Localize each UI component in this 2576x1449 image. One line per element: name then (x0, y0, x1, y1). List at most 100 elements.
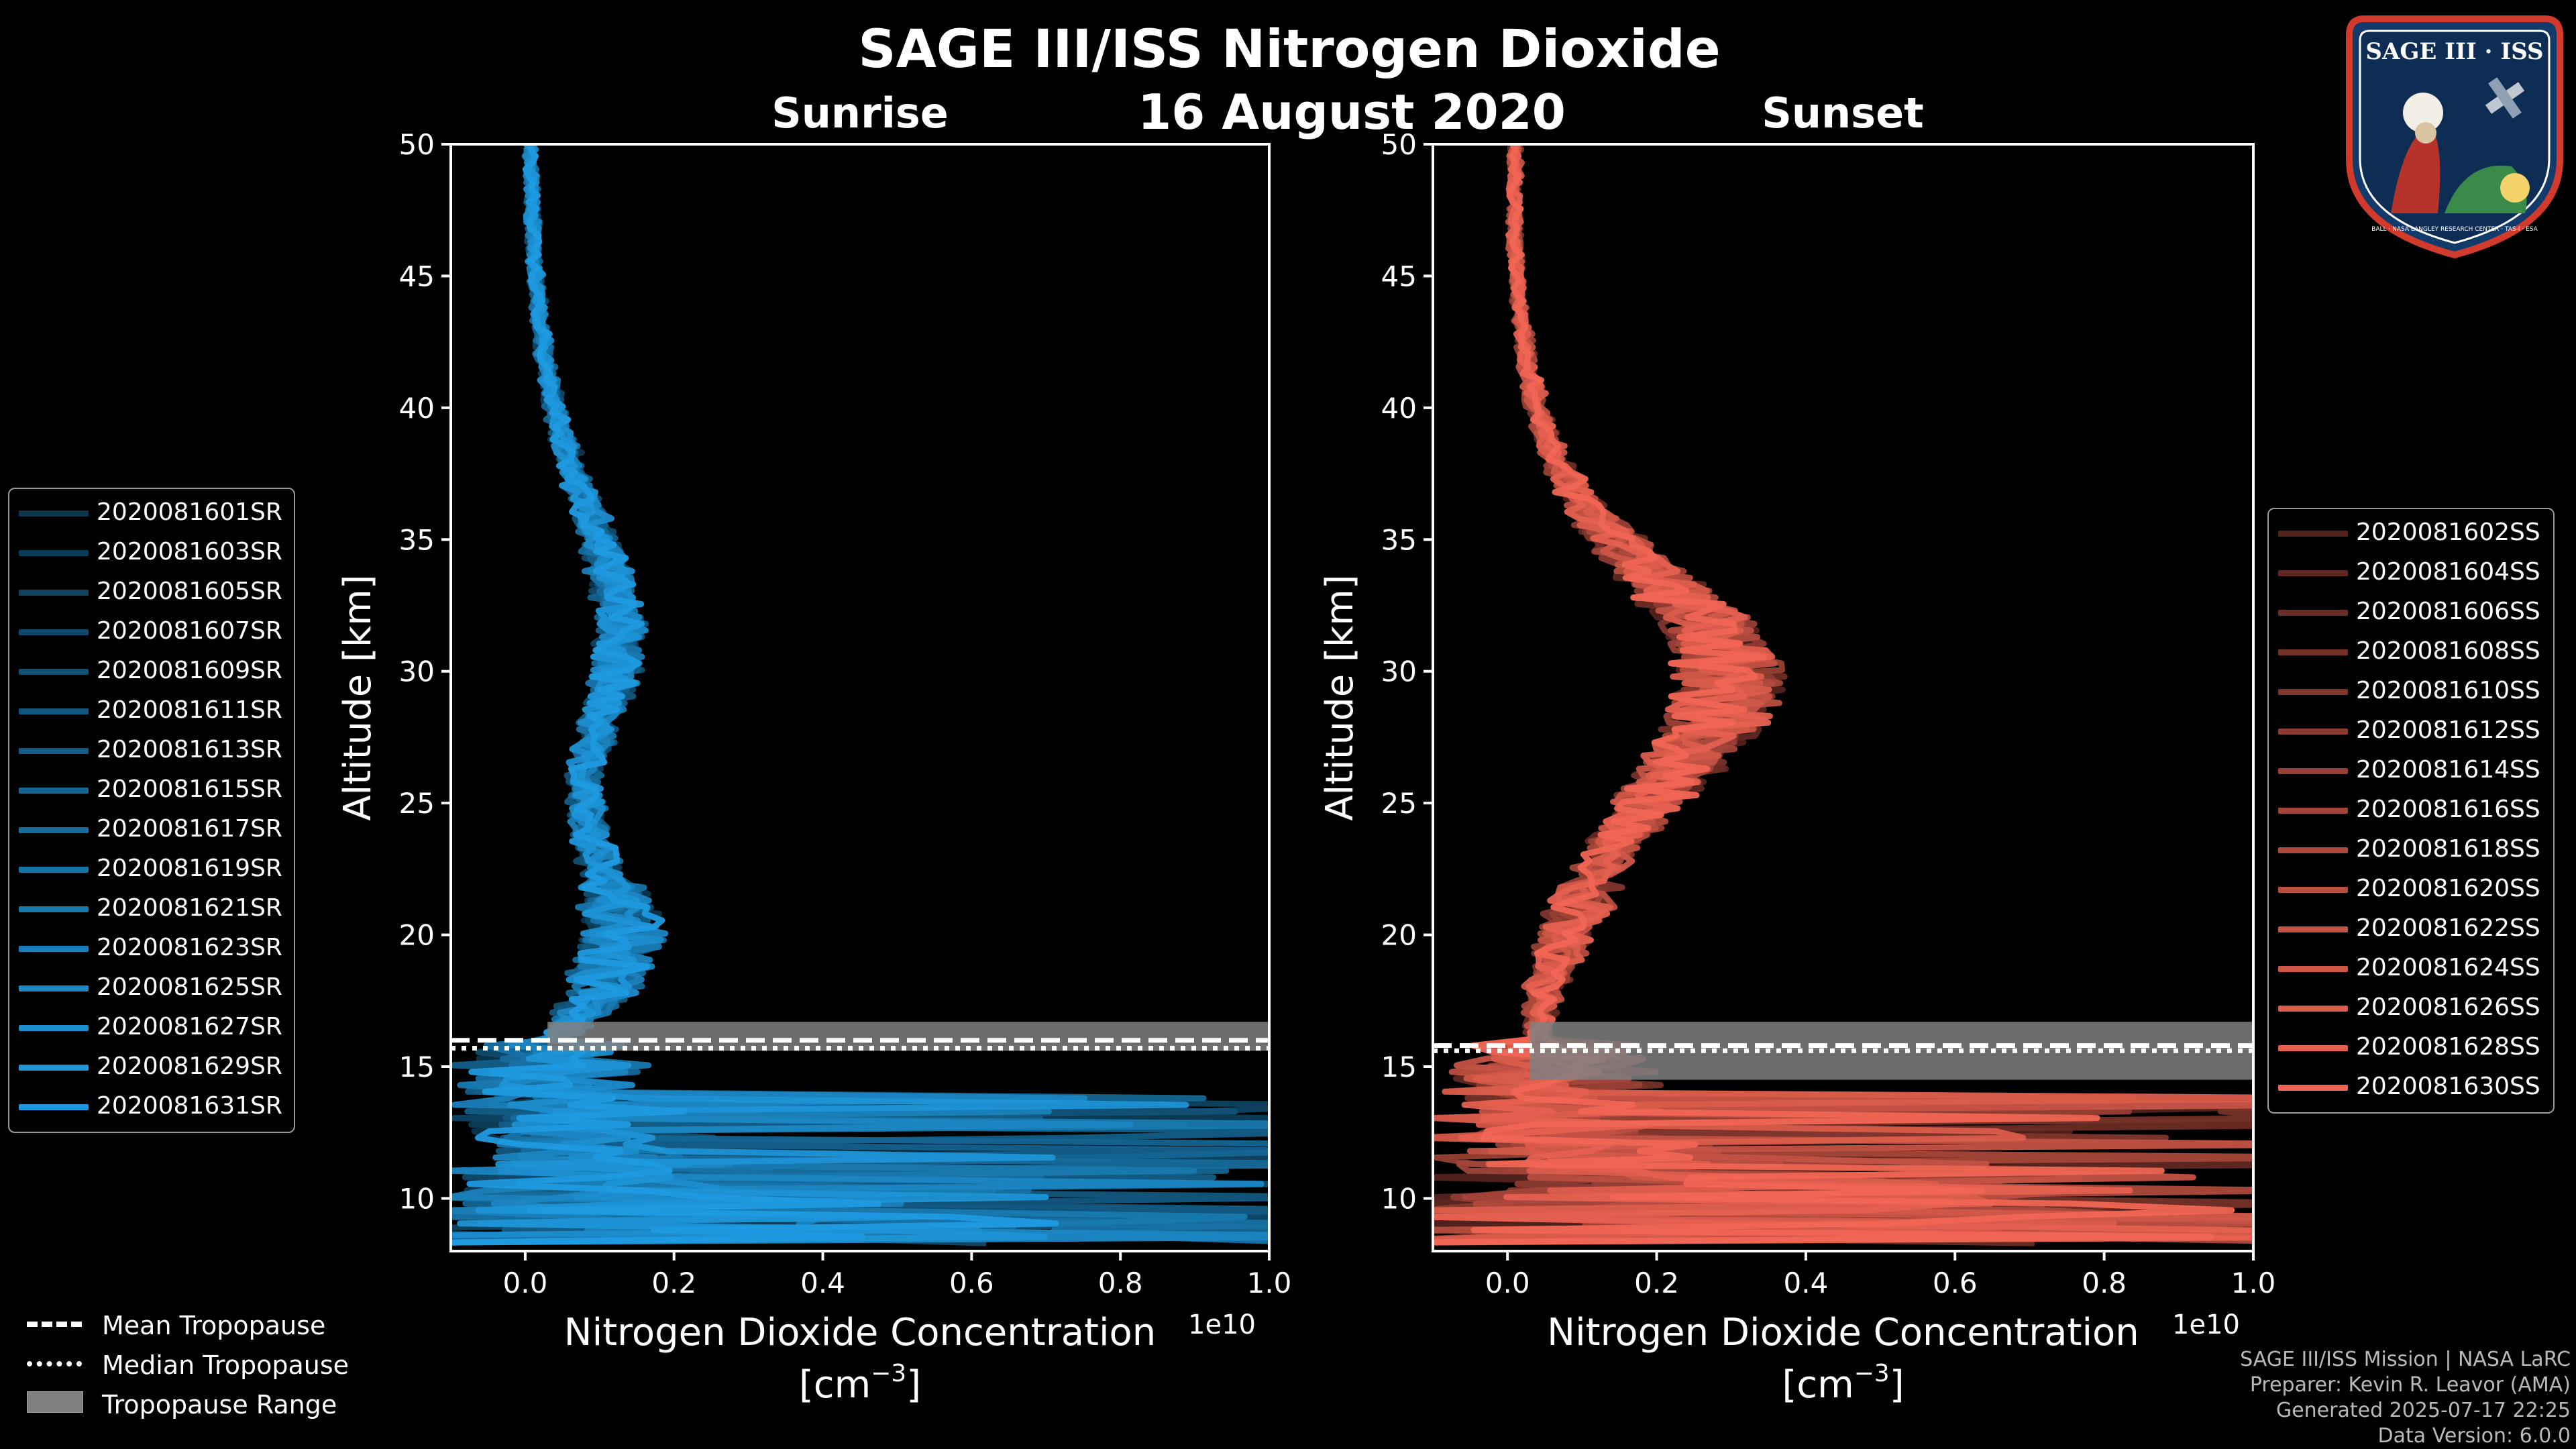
legend-swatch (2278, 887, 2348, 893)
legend-label: 2020081602SS (2356, 519, 2540, 546)
legend-item: 2020081623SR (9, 928, 294, 968)
legend-label: 2020081605SR (97, 578, 282, 605)
legend-swatch (2278, 966, 2348, 972)
legend-label: 2020081604SS (2356, 558, 2540, 586)
y-tick-label: 20 (399, 919, 435, 952)
legend-swatch (19, 590, 89, 596)
legend-swatch (19, 1065, 89, 1071)
legend-item: 2020081630SS (2269, 1067, 2553, 1107)
x-tick-label: 0.4 (1784, 1267, 1829, 1299)
legend-swatch (2278, 610, 2348, 616)
legend-label: 2020081606SS (2356, 598, 2540, 625)
legend-swatch (19, 946, 89, 952)
legend-swatch (2278, 729, 2348, 735)
y-tick-label: 20 (1381, 919, 1417, 952)
x-offset-label: 1e10 (2172, 1309, 2240, 1340)
panel-title: Sunset (1762, 89, 1924, 138)
plot-area (451, 144, 1269, 1246)
unit-base: [cm (799, 1363, 871, 1407)
legend-item: 2020081613SR (9, 731, 294, 770)
x-tick-label: 1.0 (1247, 1267, 1292, 1299)
legend-item: 2020081604SS (2269, 553, 2553, 592)
legend-label: 2020081611SR (97, 696, 282, 724)
legend-swatch (2278, 847, 2348, 853)
unit-end: ] (906, 1363, 921, 1407)
legend-label: 2020081618SS (2356, 835, 2540, 863)
y-tick-label: 45 (1381, 260, 1417, 292)
legend-item: 2020081626SS (2269, 988, 2553, 1028)
panel-title: Sunrise (771, 89, 949, 138)
legend-item: 2020081617SR (9, 810, 294, 849)
legend-swatch (19, 906, 89, 912)
legend-label: 2020081619SR (97, 855, 282, 882)
legend-swatch (2278, 1045, 2348, 1051)
x-tick-label: 0.8 (2082, 1267, 2127, 1299)
mission-patch-icon: SAGE III · ISS BALL · NASA LANGLEY RESEA… (2346, 15, 2563, 259)
legend-item: 2020081609SR (9, 651, 294, 691)
legend-swatch (19, 708, 89, 714)
legend-swatch (19, 827, 89, 833)
legend-item: 2020081611SR (9, 691, 294, 731)
legend-label: 2020081631SR (97, 1092, 282, 1120)
y-axis-label: Altitude [km] (1318, 574, 1362, 820)
legend-label: 2020081627SR (97, 1013, 282, 1040)
x-tick-label: 0.2 (651, 1267, 696, 1299)
x-axis-label: Nitrogen Dioxide Concentration (1547, 1311, 2139, 1354)
legend-item: 2020081606SS (2269, 592, 2553, 632)
legend-label: 2020081603SR (97, 538, 282, 566)
mean-tropopause-swatch (27, 1322, 82, 1327)
legend-item: 2020081627SR (9, 1008, 294, 1047)
badge-bottom-text: BALL · NASA LANGLEY RESEARCH CENTER · TA… (2371, 226, 2538, 233)
unit-exponent: −3 (871, 1360, 906, 1387)
legend-label: Mean Tropopause (102, 1311, 326, 1340)
legend-swatch (19, 629, 89, 635)
legend-label: 2020081617SR (97, 815, 282, 843)
legend-swatch (2278, 926, 2348, 932)
x-tick-label: 0.6 (949, 1267, 994, 1299)
legend-item: 2020081619SR (9, 849, 294, 889)
legend-label: 2020081607SR (97, 617, 282, 645)
legend-item: 2020081603SR (9, 533, 294, 572)
legend-swatch (19, 867, 89, 873)
legend-label: 2020081620SS (2356, 875, 2540, 902)
legend-item: 2020081605SR (9, 572, 294, 612)
y-tick-label: 35 (1381, 523, 1417, 556)
legend-swatch (19, 511, 89, 517)
y-tick-label: 15 (399, 1051, 435, 1083)
legend-swatch (2278, 531, 2348, 537)
legend-label: 2020081608SS (2356, 637, 2540, 665)
figure-title: SAGE III/ISS Nitrogen Dioxide (858, 19, 1720, 80)
legend-label: 2020081626SS (2356, 994, 2540, 1021)
legend-item: 2020081621SR (9, 889, 294, 928)
x-axis-unit-label: [cm−3] (799, 1360, 921, 1407)
legend-item: 2020081620SS (2269, 869, 2553, 909)
badge-figure-head (2415, 122, 2436, 144)
legend-item: 2020081607SR (9, 612, 294, 651)
x-tick-label: 0.6 (1933, 1267, 1978, 1299)
legend-item: 2020081614SS (2269, 751, 2553, 790)
figure-date: 16 August 2020 (1138, 84, 1566, 140)
x-tick-label: 0.8 (1098, 1267, 1143, 1299)
legend-label: 2020081622SS (2356, 914, 2540, 942)
legend-item: 2020081601SR (9, 493, 294, 533)
chart-panel-sunrise: 10 15 20 25 30 35 40 45 50 0.0 0.2 0.4 0.6 0.8 1.0 1e10… (336, 89, 1292, 1407)
legend-label: 2020081621SR (97, 894, 282, 922)
credit-line: Preparer: Kevin R. Leavor (AMA) (2249, 1373, 2571, 1397)
legend-item: 2020081612SS (2269, 711, 2553, 751)
sunset-legend: 2020081602SS 2020081604SS 2020081606SS 2020… (2267, 508, 2555, 1114)
x-axis-unit-label: [cm−3] (1782, 1360, 1904, 1407)
legend-swatch (19, 985, 89, 991)
legend-item: 2020081628SS (2269, 1028, 2553, 1067)
legend-item: 2020081615SR (9, 770, 294, 810)
legend-label: 2020081610SS (2356, 677, 2540, 704)
badge-sun (2500, 173, 2530, 203)
legend-item: 2020081602SS (2269, 513, 2553, 553)
x-tick-label: 0.0 (1485, 1267, 1530, 1299)
legend-swatch (2278, 570, 2348, 576)
legend-swatch (2278, 689, 2348, 695)
unit-end: ] (1890, 1363, 1904, 1407)
legend-label: Tropopause Range (102, 1390, 337, 1419)
legend-swatch (19, 748, 89, 754)
x-axis-label: Nitrogen Dioxide Concentration (564, 1311, 1157, 1354)
credit-line: Generated 2025-07-17 22:25 (2275, 1399, 2571, 1422)
